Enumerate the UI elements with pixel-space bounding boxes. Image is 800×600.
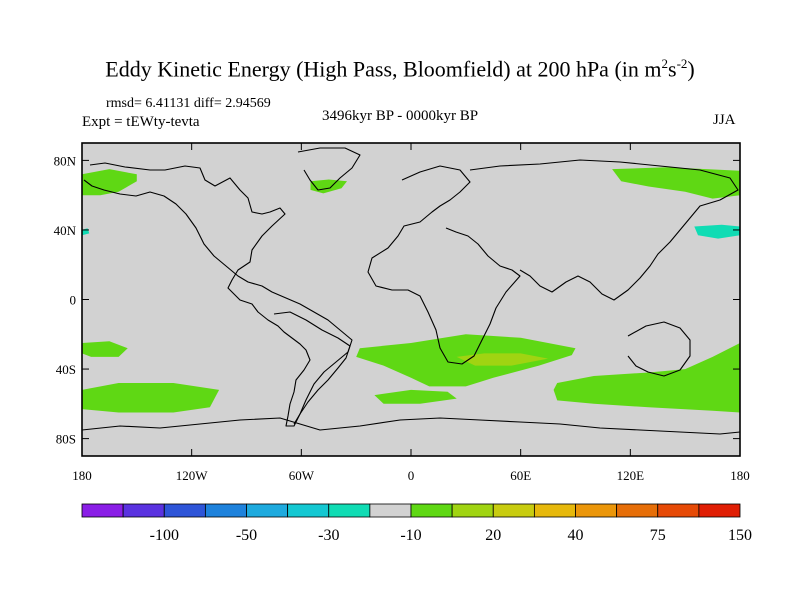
coastlines: [81, 147, 741, 435]
plot-title: Eddy Kinetic Energy (High Pass, Bloomfie…: [0, 56, 800, 82]
title-sup-2: -2: [676, 56, 688, 71]
colorbar-label: 150: [728, 527, 752, 544]
colorbar-swatch: [451, 503, 494, 518]
colorbar-label: -10: [400, 527, 421, 544]
colorbar-swatch: [328, 503, 371, 518]
anomaly-region-south-indian-core: [456, 353, 549, 366]
colorbar-label: 20: [485, 527, 501, 544]
y-tick-label: 80S: [56, 432, 76, 447]
colorbar-swatch: [287, 503, 330, 518]
title-sup-1: 2: [661, 56, 669, 71]
title-unit-end: ): [687, 56, 695, 82]
coast-australia: [627, 321, 691, 377]
colorbar-label: 40: [568, 527, 584, 544]
colorbar-swatch: [246, 503, 289, 518]
plot-area: [82, 143, 740, 456]
colorbar-swatch: [575, 503, 618, 518]
x-tick-label: 60W: [289, 468, 315, 483]
anomaly-region-south-pacific-large: [82, 383, 220, 413]
anomaly-region-south-indian-pacific: [553, 343, 740, 413]
anomaly-region-north-pacific-east-asia: [612, 167, 740, 199]
colorbar-swatch: [410, 503, 453, 518]
x-tick-label: 120W: [176, 468, 209, 483]
title-text: Eddy Kinetic Energy (High Pass, Bloomfie…: [105, 56, 662, 82]
y-tick-label: 40S: [56, 362, 76, 377]
x-tick-label: 180: [730, 468, 750, 483]
title-unit-mid: s: [668, 56, 677, 82]
coast-europe-africa: [367, 165, 521, 365]
anomaly-region-south-atlantic-lower: [374, 389, 457, 404]
axis-ticks: 180 120W 60W 0 60E 120E 180 80N 40N 0 40S 80S: [54, 143, 750, 483]
coast-south-america: [273, 311, 351, 425]
colorbar-swatch: [122, 503, 165, 518]
colorbar-label: -100: [150, 527, 179, 544]
colorbar-swatch: [616, 503, 659, 518]
colorbar-label: -30: [318, 527, 339, 544]
x-tick-label: 60E: [510, 468, 531, 483]
anomaly-region-north-pacific-atlantic-west: [82, 169, 137, 196]
coast-antarctica: [81, 417, 741, 435]
anomaly-region-west-pacific-cyan: [694, 224, 740, 239]
colorbar-label: -50: [236, 527, 257, 544]
anomaly-region-south-pacific-small: [82, 341, 128, 357]
colorbar-label: 75: [650, 527, 666, 544]
colorbar-swatch: [163, 503, 206, 518]
x-tick-label: 180: [72, 468, 92, 483]
x-tick-label: 120E: [617, 468, 645, 483]
colorbar-swatch: [533, 503, 576, 518]
colorbar-swatch: [492, 503, 535, 518]
colorbar-swatch: [81, 503, 124, 518]
colorbar-swatch: [204, 503, 247, 518]
season-label: JJA: [713, 112, 736, 128]
period-label: 3496kyr BP - 0000kyr BP: [322, 108, 479, 124]
colorbar-swatch: [698, 503, 741, 518]
colorbar-swatch: [369, 503, 412, 518]
coast-greenland: [297, 147, 361, 191]
colorbar: -100 -50 -30 -10 20 40 75 150: [81, 503, 752, 544]
x-tick-label: 0: [408, 468, 415, 483]
stats-label: rmsd= 6.41131 diff= 2.94569: [106, 96, 271, 111]
coast-asia: [469, 159, 739, 301]
y-tick-label: 80N: [54, 153, 77, 168]
y-tick-label: 0: [70, 293, 77, 308]
y-tick-label: 40N: [54, 223, 77, 238]
colorbar-swatch: [657, 503, 700, 518]
coast-north-america: [83, 162, 353, 427]
experiment-label: Expt = tEWty-tevta: [82, 114, 200, 130]
